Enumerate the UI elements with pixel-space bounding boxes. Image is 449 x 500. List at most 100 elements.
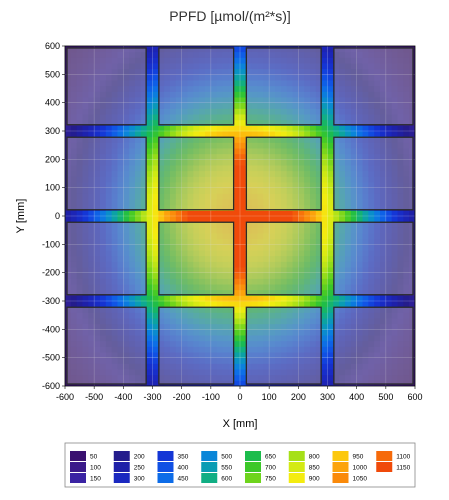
heatmap-cell (286, 159, 293, 166)
heatmap-cell (94, 165, 101, 172)
heatmap-cell (286, 170, 293, 177)
heatmap-cell (111, 318, 118, 325)
heatmap-cell (170, 380, 177, 386)
heatmap-cell (368, 272, 375, 279)
heatmap-cell (409, 221, 415, 228)
heatmap-cell (380, 97, 387, 104)
heatmap-cell (181, 131, 188, 138)
heatmap-cell (70, 102, 78, 109)
heatmap-cell (345, 227, 352, 234)
heatmap-cell (327, 119, 334, 126)
heatmap-cell (205, 204, 212, 211)
heatmap-cell (269, 301, 276, 308)
heatmap-cell (263, 267, 270, 274)
heatmap-cell (245, 210, 253, 217)
heatmap-cell (385, 255, 393, 262)
heatmap-cell (199, 148, 206, 155)
heatmap-cell (345, 357, 352, 364)
heatmap-cell (245, 193, 253, 200)
heatmap-cell (257, 267, 264, 274)
heatmap-cell (170, 165, 177, 172)
heatmap-cell (140, 261, 148, 268)
heatmap-cell (409, 352, 415, 359)
heatmap-cell (175, 289, 183, 296)
heatmap-cell (105, 182, 113, 189)
heatmap-cell (321, 57, 328, 64)
heatmap-cell (152, 51, 159, 58)
heatmap-cell (304, 301, 311, 308)
heatmap-cell (129, 306, 136, 313)
heatmap-cell (286, 176, 293, 183)
heatmap-cell (380, 295, 387, 302)
heatmap-cell (94, 57, 101, 64)
heatmap-cell (199, 295, 206, 302)
heatmap-cell (158, 329, 165, 336)
heatmap-cell (385, 352, 393, 359)
heatmap-cell (123, 369, 130, 376)
heatmap-cell (82, 261, 89, 268)
heatmap-cell (350, 267, 358, 274)
heatmap-cell (88, 63, 95, 70)
heatmap-cell (345, 352, 352, 359)
heatmap-cell (275, 301, 282, 308)
heatmap-cell (240, 227, 247, 234)
heatmap-cell (135, 74, 142, 81)
heatmap-cell (321, 153, 328, 160)
heatmap-cell (88, 238, 95, 245)
heatmap-cell (310, 216, 317, 223)
heatmap-cell (315, 51, 323, 58)
heatmap-cell (327, 278, 334, 285)
heatmap-cell (245, 85, 253, 92)
heatmap-cell (216, 182, 223, 189)
heatmap-cell (135, 97, 142, 104)
heatmap-cell (193, 170, 200, 177)
heatmap-cell (321, 352, 328, 359)
heatmap-cell (298, 261, 305, 268)
heatmap-cell (292, 114, 299, 121)
heatmap-cell (397, 187, 404, 194)
heatmap-cell (129, 295, 136, 302)
heatmap-cell (187, 301, 194, 308)
heatmap-cell (222, 68, 229, 75)
heatmap-cell (286, 63, 293, 70)
heatmap-cell (356, 284, 363, 291)
heatmap-cell (199, 204, 206, 211)
heatmap-cell (345, 119, 352, 126)
heatmap-cell (187, 91, 194, 98)
heatmap-cell (135, 312, 142, 319)
heatmap-cell (234, 380, 241, 386)
x-tick-label: -400 (114, 392, 132, 402)
heatmap-cell (403, 91, 410, 98)
heatmap-cell (257, 272, 264, 279)
heatmap-cell (100, 210, 107, 217)
heatmap-cell (315, 272, 323, 279)
heatmap-cell (315, 278, 323, 285)
heatmap-cell (339, 102, 346, 109)
heatmap-cell (275, 374, 282, 381)
heatmap-cell (76, 267, 83, 274)
heatmap-cell (263, 272, 270, 279)
heatmap-cell (251, 278, 258, 285)
heatmap-cell (129, 108, 136, 115)
heatmap-cell (82, 97, 89, 104)
heatmap-cell (129, 380, 136, 386)
heatmap-cell (164, 244, 171, 251)
heatmap-cell (385, 250, 393, 257)
heatmap-cell (94, 255, 101, 262)
heatmap-cell (251, 97, 258, 104)
heatmap-cell (374, 153, 381, 160)
heatmap-cell (298, 335, 305, 342)
heatmap-cell (152, 182, 159, 189)
heatmap-cell (205, 176, 212, 183)
heatmap-cell (362, 182, 369, 189)
heatmap-cell (100, 323, 107, 330)
heatmap-cell (100, 114, 107, 121)
heatmap-cell (222, 108, 229, 115)
heatmap-cell (65, 289, 72, 296)
heatmap-cell (292, 306, 299, 313)
heatmap-cell (210, 142, 218, 149)
heatmap-cell (339, 227, 346, 234)
heatmap-cell (76, 74, 83, 81)
heatmap-cell (170, 125, 177, 132)
